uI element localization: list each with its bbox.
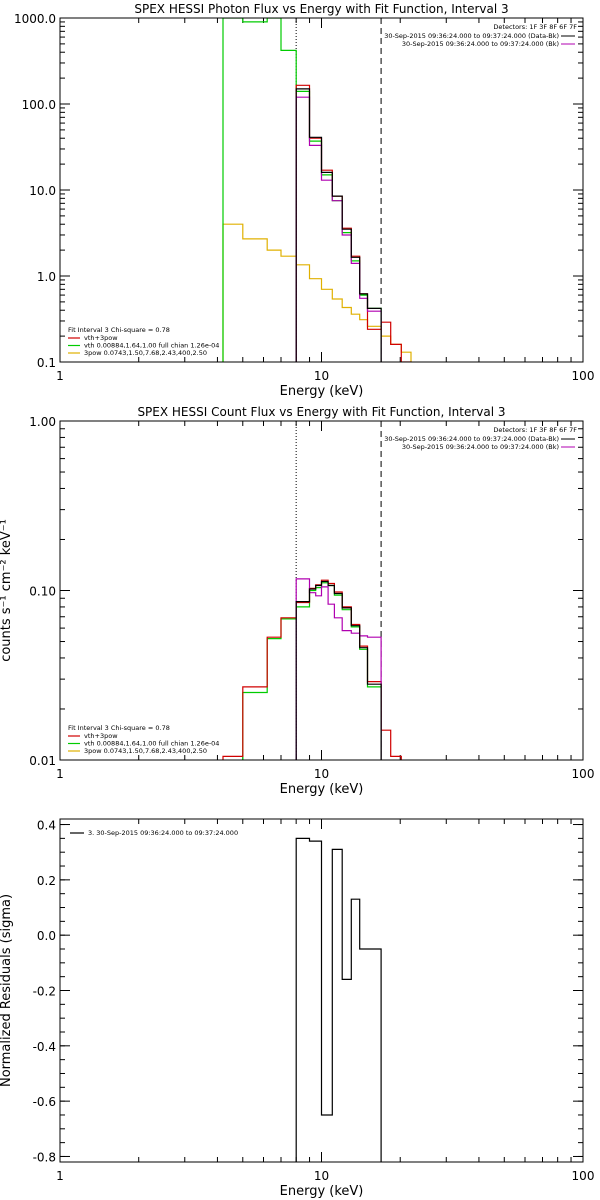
- panel-3: 1 10 100 Energy (keV) 0.4 0.2 0.0 -0.2 -0.4 -0.6 -…: [0, 818, 595, 1199]
- y-tick-label: 0.4: [37, 819, 56, 833]
- detectors-label: Detectors: 1F 3F 8F 6F 7F: [493, 426, 577, 434]
- legend-label: vth 0.00884,1.64,1.00 full chian 1.26e-0…: [84, 342, 219, 350]
- y-tick-label: 1.00: [29, 415, 56, 429]
- plot-area: [222, 18, 412, 362]
- legend-label: vth+3pow: [84, 732, 118, 740]
- y-tick-label: 0.0: [37, 929, 56, 943]
- header-data-bk-label: 30-Sep-2015 09:36:24.000 to 09:37:24.000…: [384, 435, 559, 443]
- series-total: [295, 84, 412, 362]
- series-power: [222, 223, 412, 362]
- x-tick-label: 1: [56, 369, 64, 383]
- panel-2: SPEX HESSI Count Flux vs Energy with Fit…: [0, 405, 594, 797]
- series-data: [295, 88, 382, 362]
- y-tick-label: 0.1: [37, 356, 56, 370]
- legend-label: vth+3pow: [84, 334, 118, 342]
- plot-frame: [59, 818, 584, 1163]
- legend-label: 3pow 0.0743,1.50,7.68,2.43,400,2.50: [84, 747, 207, 755]
- series-bk: [295, 578, 382, 760]
- plot-area: [222, 421, 402, 760]
- y-tick-label: 0.01: [29, 754, 56, 768]
- x-tick-label: 1: [56, 1169, 64, 1183]
- y-tick-label: -0.2: [33, 985, 56, 999]
- y-tick-label: 10.0: [29, 184, 56, 198]
- y-tick-label: -0.4: [33, 1040, 56, 1054]
- header-bk-label: 30-Sep-2015 09:36:24.000 to 09:37:24.000…: [402, 40, 559, 48]
- series-data: [295, 580, 382, 760]
- y-tick-label: -0.8: [33, 1150, 56, 1164]
- y-tick-label: 1.0: [37, 270, 56, 284]
- series-total: [222, 579, 402, 760]
- plot-area: [295, 837, 382, 1162]
- x-tick-label: 100: [572, 1169, 595, 1183]
- header-data-bk-label: 30-Sep-2015 09:36:24.000 to 09:37:24.000…: [384, 32, 559, 40]
- chart-title: SPEX HESSI Count Flux vs Energy with Fit…: [137, 405, 505, 419]
- series-thermal: [242, 582, 382, 760]
- x-tick-label: 100: [572, 767, 595, 781]
- y-tick-label: 1000.0: [14, 12, 56, 26]
- x-tick-label: 10: [314, 1169, 329, 1183]
- header-bk-label: 30-Sep-2015 09:36:24.000 to 09:37:24.000…: [402, 443, 559, 451]
- legend-title: Fit Interval 3 Chi-square = 0.78: [68, 724, 170, 732]
- x-tick-label: 100: [572, 369, 595, 383]
- x-axis-label: Energy (keV): [280, 384, 364, 399]
- y-axis-label: counts s⁻¹ cm⁻² keV⁻¹: [0, 519, 14, 662]
- detectors-label: Detectors: 1F 3F 8F 6F 7F: [493, 23, 577, 31]
- legend-title: Fit Interval 3 Chi-square = 0.78: [68, 326, 170, 334]
- x-tick-label: 1: [56, 767, 64, 781]
- panel-1: SPEX HESSI Photon Flux vs Energy with Fi…: [14, 2, 594, 399]
- y-tick-label: 0.2: [37, 874, 56, 888]
- legend-label: vth 0.00884,1.64,1.00 full chian 1.26e-0…: [84, 740, 219, 748]
- plot-frame: [59, 17, 584, 363]
- legend-label: 3pow 0.0743,1.50,7.68,2.43,400,2.50: [84, 349, 207, 357]
- plot-frame: [59, 420, 584, 761]
- y-axis-label: Normalized Residuals (sigma): [0, 894, 14, 1087]
- y-tick-label: 100.0: [22, 98, 56, 112]
- x-tick-label: 10: [314, 369, 329, 383]
- x-axis-label: Energy (keV): [280, 782, 364, 797]
- y-tick-label: 0.10: [29, 585, 56, 599]
- legend-label: 3. 30-Sep-2015 09:36:24.000 to 09:37:24.…: [88, 829, 238, 837]
- x-tick-label: 10: [314, 767, 329, 781]
- series-residuals: [295, 837, 382, 1162]
- x-axis-label: Energy (keV): [280, 1184, 364, 1199]
- y-tick-label: -0.6: [33, 1095, 56, 1109]
- chart-title: SPEX HESSI Photon Flux vs Energy with Fi…: [134, 2, 508, 16]
